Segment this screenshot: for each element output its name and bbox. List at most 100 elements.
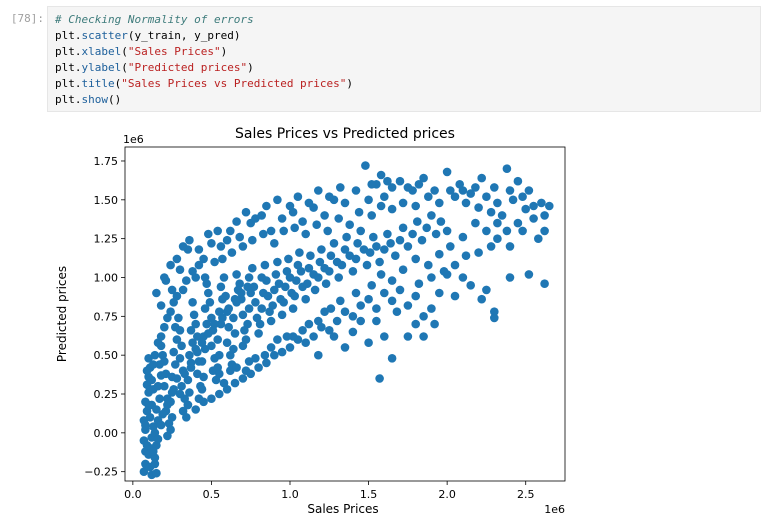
code-token: ( [121,45,128,58]
scatter-point [372,304,381,313]
scatter-point [152,288,161,298]
scatter-point [158,409,167,419]
scatter-point [314,350,323,360]
scatter-point [446,186,455,195]
scatter-point [262,276,271,285]
scatter-point [303,279,312,288]
cell-output: 0.0 0.5 1.0 1.5 2.0 2.5 −0.25 0.00 0.25 0.50 0.75 1… [47,115,763,525]
code-token: ( [121,61,128,74]
scatter-point [226,226,235,236]
scatter-point [369,232,378,242]
scatter-point [450,291,460,301]
scatter-point [183,400,193,410]
code-token: plt [55,61,75,74]
code-line: plt.title("Sales Prices vs Predicted pri… [55,76,760,92]
scatter-point [529,201,538,211]
scatter-point [174,313,183,323]
scatter-point [156,301,166,310]
scatter-point [160,322,169,332]
scatter-point [482,285,491,295]
scatter-point [380,192,389,201]
scatter-point [427,304,436,313]
scatter-point [199,254,208,264]
scatter-point [497,211,507,220]
scatter-point [351,186,361,195]
scatter-point [238,374,248,383]
scatter-point [273,257,282,267]
scatter-point [216,242,226,251]
scatter-point [194,260,204,270]
scatter-point [178,285,188,295]
scatter-point [248,263,257,273]
scatter-point [296,267,306,276]
scatter-point [166,260,175,270]
scatter-point [210,257,219,267]
scatter-point [237,288,246,298]
code-token: plt [55,77,75,90]
scatter-point [540,279,549,288]
scatter-point [279,298,288,307]
scatter-point [172,335,182,344]
scatter-point [277,347,287,357]
scatter-point [387,354,397,363]
scatter-point [392,307,402,316]
scatter-point [505,242,515,251]
scatter-point [222,235,232,245]
code-token: ) [346,77,354,90]
scatter-point [435,288,444,298]
scatter-point [317,245,326,254]
scatter-point [431,229,441,239]
scatter-point [207,341,216,351]
scatter-point [306,251,315,260]
scatter-point [477,294,487,304]
scatter-point [411,201,421,211]
scatter-point [254,363,263,372]
scatter-point [325,267,334,276]
scatter-point [142,366,152,375]
scatter-point [281,282,290,292]
scatter-point [285,343,295,352]
scatter-point [395,235,405,245]
scatter-point [435,198,444,208]
code-token: . [74,61,82,74]
scatter-point [268,301,277,310]
scatter-point [185,350,194,360]
scatter-point [200,273,210,282]
scatter-point [314,316,323,326]
scatter-point [230,378,240,388]
scatter-point [205,298,215,307]
scatter-point [356,301,366,310]
scatter-point [163,400,172,410]
scatter-point [372,242,381,251]
code-cell-input[interactable]: # Checking Normality of errors plt.scatte… [47,6,761,112]
scatter-point [172,291,182,301]
scatter-point [380,332,389,341]
scatter-point [458,186,468,195]
scatter-point [367,180,377,189]
scatter-point [182,413,191,422]
code-token: title [81,77,115,90]
scatter-point [191,319,200,329]
scatter-point [194,245,204,254]
code-line: plt.scatter(y_train, y_pred) [55,28,760,44]
scatter-point [288,332,298,341]
scatter-point [367,281,377,290]
y-tick-label: 0.50 [94,349,119,362]
scatter-point [244,273,254,282]
code-token: . [74,93,82,106]
code-line: plt.xlabel("Sales Prices") [55,44,760,60]
scatter-point [403,242,413,251]
scatter-point [474,248,483,257]
scatter-point [395,176,405,186]
scatter-point [340,343,350,352]
scatter-point [364,195,373,205]
scatter-point [215,350,224,360]
scatter-point [152,405,161,414]
scatter-point [419,312,428,321]
scatter-point [493,218,502,228]
scatter-point [235,232,244,242]
scatter-point [175,326,185,335]
scatter-point [490,183,499,192]
scatter-point [471,218,480,228]
scatter-point [411,319,421,329]
